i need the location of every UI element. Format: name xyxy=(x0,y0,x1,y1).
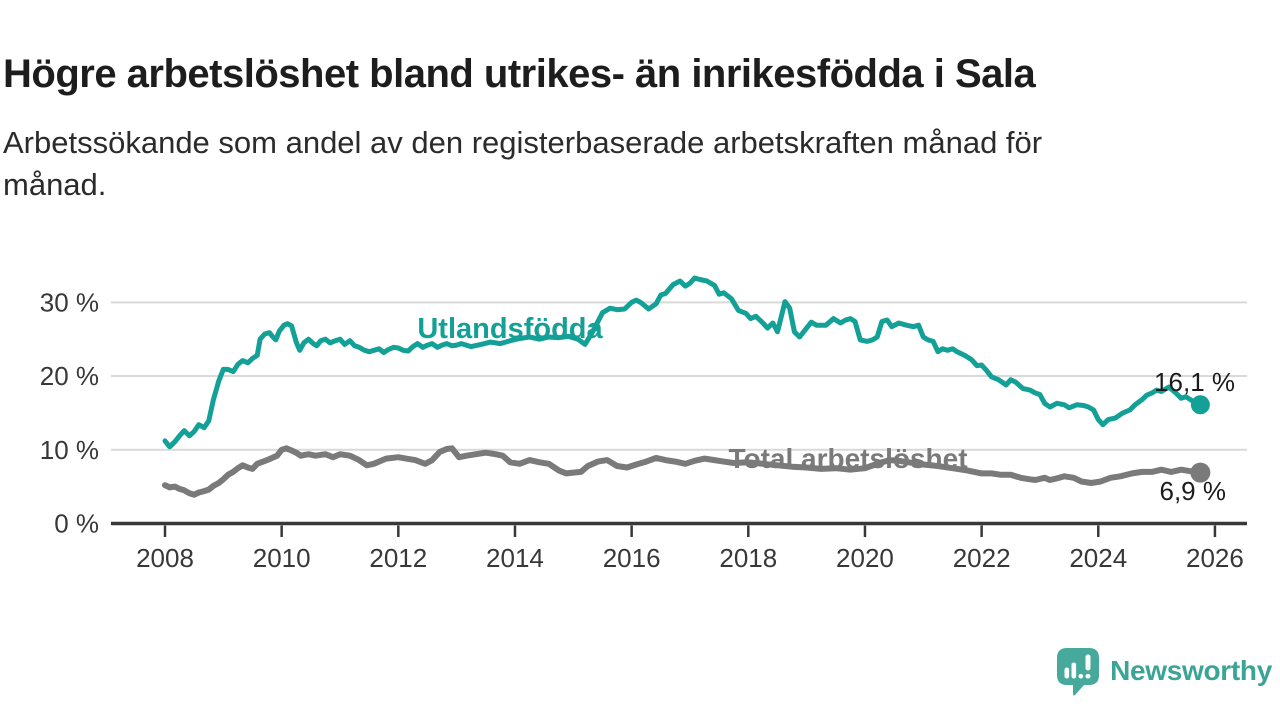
series-line-0 xyxy=(162,275,1203,450)
axes: 0 % 10 % 20 % 30 % 2008 2010 2012 2014 2016 2018 2… xyxy=(40,287,1247,573)
x-axis-tick-label: 2012 xyxy=(369,543,427,573)
y-axis-tick-label: 10 % xyxy=(40,435,99,465)
series-end-dot-0 xyxy=(1190,395,1210,415)
bar-small xyxy=(1064,667,1070,679)
x-axis-tick-label: 2014 xyxy=(486,543,544,573)
x-axis-tick-label: 2022 xyxy=(953,543,1011,573)
newsworthy-logo: Newsworthy xyxy=(1055,646,1272,696)
chart-subtitle-line: Arbetssökande som andel av den registerb… xyxy=(3,125,1043,160)
y-axis-tick-label: 30 % xyxy=(40,287,99,317)
x-axis-tick-label: 2024 xyxy=(1069,543,1127,573)
newsworthy-logo-icon xyxy=(1057,648,1100,696)
x-axis-tick-label: 2020 xyxy=(836,543,894,573)
chart-subtitle: Arbetssökande som andel av den registerb… xyxy=(3,122,1223,206)
series-lines xyxy=(162,275,1211,498)
x-axis-tick-label: 2016 xyxy=(603,543,661,573)
speech-bubble-shape xyxy=(1057,648,1100,696)
series-label-utlandsfodda: Utlandsfödda xyxy=(417,313,603,345)
series-label-total-arbetsloshet: Total arbetslöshet xyxy=(728,443,967,474)
newsworthy-wordmark: Newsworthy xyxy=(1110,655,1272,686)
y-axis-tick-label: 0 % xyxy=(54,509,99,539)
bar-tall xyxy=(1071,662,1077,679)
exclamation-bar xyxy=(1085,654,1091,671)
chart-subtitle-line: månad. xyxy=(3,167,107,202)
exclamation-dot xyxy=(1085,674,1091,679)
gridlines xyxy=(111,301,1247,451)
dot-mark xyxy=(1078,674,1084,679)
x-axis-tick-label: 2018 xyxy=(719,543,777,573)
x-axis-tick-label: 2010 xyxy=(253,543,311,573)
series-line-1 xyxy=(162,445,1204,498)
x-axis-tick-label: 2008 xyxy=(136,543,194,573)
end-value-label-total: 6,9 % xyxy=(1160,476,1227,506)
chart-annotations: Utlandsfödda Total arbetslöshet 16,1 % 6… xyxy=(417,313,1235,506)
series-end-dot-1 xyxy=(1190,462,1211,483)
page-title: Högre arbetslöshet bland utrikes- än inr… xyxy=(3,51,1036,96)
x-axis-tick-label: 2026 xyxy=(1186,543,1244,573)
y-axis-tick-label: 20 % xyxy=(40,361,99,391)
end-value-label-utlandsfodda: 16,1 % xyxy=(1154,367,1235,397)
